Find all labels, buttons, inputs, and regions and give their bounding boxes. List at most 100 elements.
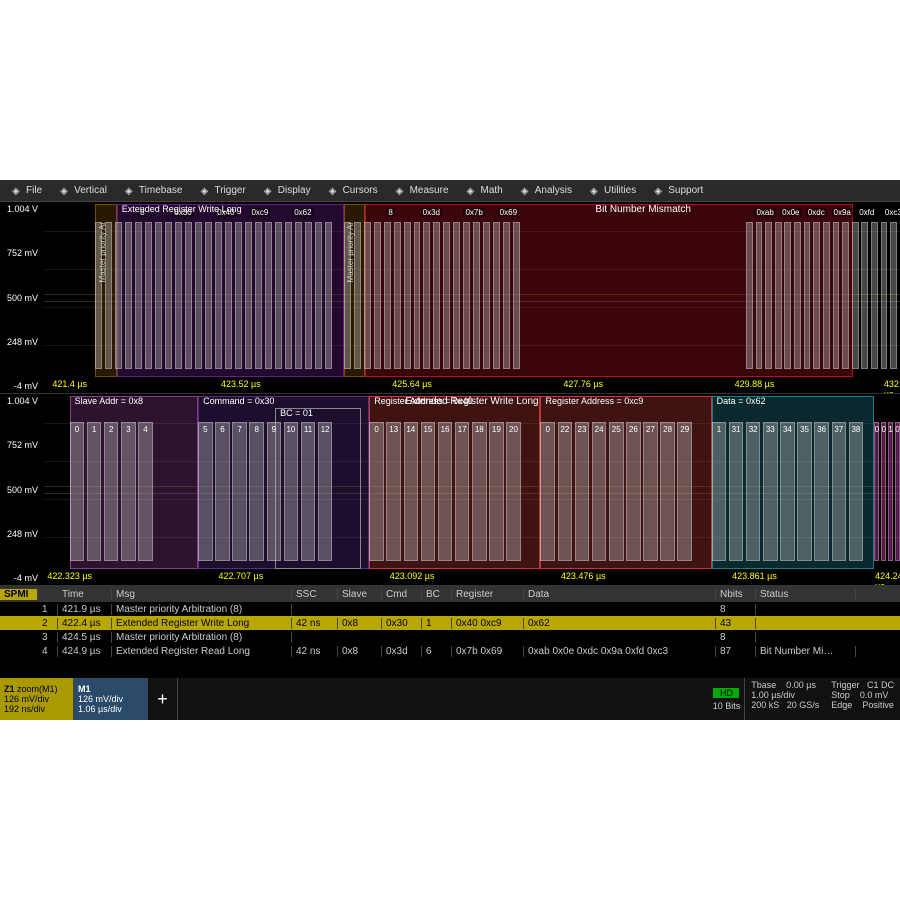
y-tick: 248 mV [2, 529, 42, 539]
bit-box: 12 [318, 422, 333, 561]
bit-box: 37 [832, 422, 847, 561]
meas-icon: ◈ [396, 186, 406, 196]
col-header-reg[interactable]: Register [452, 589, 524, 600]
bit-mark [364, 222, 371, 369]
data-tag: 0xc9 [249, 208, 270, 217]
bit-box: 29 [677, 422, 692, 561]
bit-mark [374, 222, 381, 369]
z1-tdiv: 192 ns/div [4, 704, 69, 714]
plot-bottom[interactable]: Extended Register Write Long 422.323 µs4… [44, 394, 900, 585]
status-bar: Z1 zoom(M1) 126 mV/div 192 ns/div M1 126… [0, 678, 900, 720]
bit-mark [384, 222, 391, 369]
x-tick: 423.092 µs [390, 571, 435, 581]
waveform-panel-bottom[interactable]: 1.004 V752 mV500 mV248 mV-4 mV Extended … [0, 394, 900, 586]
bit-box: 32 [746, 422, 761, 561]
bit-mark [414, 222, 421, 369]
oscilloscope-app: ◈File◈Vertical◈Timebase◈Trigger◈Display◈… [0, 0, 900, 900]
m1-block[interactable]: M1 126 mV/div 1.06 µs/div [74, 678, 148, 720]
x-tick: 423.476 µs [561, 571, 606, 581]
bit-box: 1 [87, 422, 102, 561]
vert-icon: ◈ [60, 186, 70, 196]
trigger-status[interactable]: Trigger C1 DC Stop 0.0 mV Edge Positive [825, 678, 900, 720]
bit-box: 18 [472, 422, 487, 561]
menu-display[interactable]: ◈Display [256, 183, 319, 198]
table-row[interactable]: 2422.4 µsExtended Register Write Long42 … [0, 616, 900, 630]
bit-box: 1 [712, 422, 727, 561]
timebase-status[interactable]: Tbase 0.00 µs 1.00 µs/div 200 kS 20 GS/s [745, 678, 825, 720]
col-header-time[interactable]: Time [58, 589, 112, 600]
bit-mark [833, 222, 840, 369]
table-header: SPMI TimeMsgSSCSlaveCmdBCRegisterDataNbit… [0, 586, 900, 602]
bit-mark [175, 222, 182, 369]
bit-mark [165, 222, 172, 369]
table-row[interactable]: 3424.5 µsMaster priority Arbitration (8)… [0, 630, 900, 644]
menubar: ◈File◈Vertical◈Timebase◈Trigger◈Display◈… [0, 180, 900, 202]
table-row[interactable]: 1421.9 µsMaster priority Arbitration (8)… [0, 602, 900, 616]
bit-box: 7 [232, 422, 247, 561]
decode-table[interactable]: SPMI TimeMsgSSCSlaveCmdBCRegisterDataNbit… [0, 586, 900, 678]
data-tag: 0x3d [421, 208, 442, 217]
bit-box: 0 [874, 422, 879, 561]
y-tick: 500 mV [2, 293, 42, 303]
x-tick: 421.4 µs [52, 379, 87, 389]
bit-box: 31 [729, 422, 744, 561]
menu-support[interactable]: ◈Support [646, 183, 711, 198]
plot-top[interactable]: 421.4 µs423.52 µs425.64 µs427.76 µs429.8… [44, 202, 900, 393]
col-header-spmi[interactable]: SPMI [0, 589, 38, 600]
data-tag: 0xab [754, 208, 775, 217]
col-header-cmd[interactable]: Cmd [382, 589, 422, 600]
bit-box: 36 [814, 422, 829, 561]
bit-box: 3 [121, 422, 136, 561]
table-row[interactable]: 4424.9 µsExtended Register Read Long42 n… [0, 644, 900, 658]
col-header-ssc[interactable]: SSC [292, 589, 338, 600]
col-header-msg[interactable]: Msg [112, 589, 292, 600]
col-header-data[interactable]: Data [524, 589, 716, 600]
y-tick: 1.004 V [2, 204, 42, 214]
data-tag: 8 [386, 208, 394, 217]
bit-mark [852, 222, 859, 369]
col-header-bc[interactable]: BC [422, 589, 452, 600]
waveform-panel-top[interactable]: 1.004 V752 mV500 mV248 mV-4 mV 421.4 µs4… [0, 202, 900, 394]
col-header-nbits[interactable]: Nbits [716, 589, 756, 600]
bit-mark [394, 222, 401, 369]
anal-icon: ◈ [521, 186, 531, 196]
util-icon: ◈ [590, 186, 600, 196]
menu-trigger[interactable]: ◈Trigger [192, 183, 253, 198]
bit-box: 23 [575, 422, 590, 561]
menu-timebase[interactable]: ◈Timebase [117, 183, 191, 198]
panel2-title: Extended Register Write Long [405, 396, 538, 407]
bit-box: 0 [70, 422, 85, 561]
menu-file[interactable]: ◈File [4, 183, 50, 198]
bit-box: 20 [506, 422, 521, 561]
y-tick: 248 mV [2, 337, 42, 347]
bit-box: 0 [369, 422, 384, 561]
x-tick: 422.707 µs [219, 571, 264, 581]
add-channel-button[interactable]: + [148, 678, 178, 720]
bit-mark [493, 222, 500, 369]
col-header-status[interactable]: Status [756, 589, 856, 600]
menu-cursors[interactable]: ◈Cursors [321, 183, 386, 198]
z1-block[interactable]: Z1 zoom(M1) 126 mV/div 192 ns/div [0, 678, 74, 720]
menu-utilities[interactable]: ◈Utilities [582, 183, 644, 198]
bit-box: 28 [660, 422, 675, 561]
m1-vdiv: 126 mV/div [78, 694, 143, 704]
bit-box: 34 [780, 422, 795, 561]
bit-mark [305, 222, 312, 369]
bit-mark [513, 222, 520, 369]
bit-mark [746, 222, 753, 369]
x-axis-top: 421.4 µs423.52 µs425.64 µs427.76 µs429.8… [44, 379, 900, 393]
menu-math[interactable]: ◈Math [459, 183, 511, 198]
menu-measure[interactable]: ◈Measure [388, 183, 457, 198]
menu-analysis[interactable]: ◈Analysis [513, 183, 580, 198]
bit-mark [245, 222, 252, 369]
waveform-container: 1.004 V752 mV500 mV248 mV-4 mV 421.4 µs4… [0, 202, 900, 586]
arbitration-label: Master priority Ar [98, 222, 107, 282]
bit-mark [205, 222, 212, 369]
bit-box: 27 [643, 422, 658, 561]
bit-mark [473, 222, 480, 369]
menu-vertical[interactable]: ◈Vertical [52, 183, 115, 198]
col-header-slave[interactable]: Slave [338, 589, 382, 600]
bit-box: 13 [386, 422, 401, 561]
trigger-label: Trigger [831, 680, 859, 690]
x-tick: 432 µs [884, 379, 899, 393]
